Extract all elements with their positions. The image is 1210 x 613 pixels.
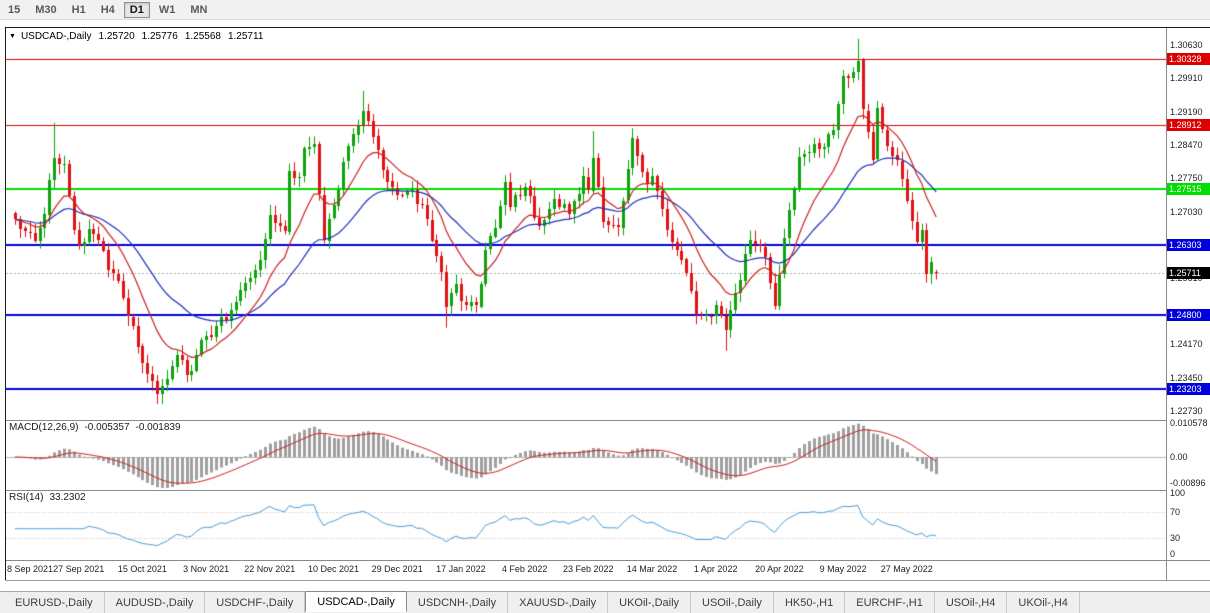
price-axis-tick: 1.29190	[1170, 106, 1203, 117]
rsi-panel-separator[interactable]	[6, 490, 1210, 491]
chart-tab-usoil-h4[interactable]: USOil-,H4	[935, 592, 1008, 613]
macd-main-value: -0.005357	[84, 422, 130, 433]
chart-tab-usdcnh-daily[interactable]: USDCNH-,Daily	[407, 592, 509, 613]
date-axis-label: 17 Jan 2022	[436, 564, 486, 574]
date-axis-label: 27 Sep 2021	[53, 564, 105, 574]
macd-axis-label: -0.00896	[1170, 478, 1206, 488]
price-level-badge: 1.26303	[1167, 239, 1210, 252]
date-axis-label: 1 Apr 2022	[693, 564, 738, 574]
symbol-title: USDCAD-,Daily	[20, 31, 92, 42]
macd-indicator-label: MACD(12,26,9) -0.005357 -0.001839	[9, 422, 181, 433]
rsi-axis-label: 100	[1170, 488, 1186, 498]
period-button-mn[interactable]: MN	[184, 2, 213, 18]
price-chart-canvas[interactable]	[6, 28, 1166, 560]
price-axis-tick: 1.30630	[1170, 39, 1203, 50]
price-axis-tick: 1.27750	[1170, 173, 1203, 184]
date-axis-label: 29 Dec 2021	[371, 564, 423, 574]
chart-tab-xauusd-daily[interactable]: XAUUSD-,Daily	[508, 592, 609, 613]
period-button-15[interactable]: 15	[2, 2, 26, 18]
chart-tabs-bar: EURUSD-,Daily AUDUSD-,Daily USDCHF-,Daily U…	[0, 591, 1210, 613]
period-button-m30[interactable]: M30	[29, 2, 62, 18]
date-axis-label: 20 Apr 2022	[755, 564, 804, 574]
price-level-badge: 1.28912	[1167, 118, 1210, 131]
chart-tab-usdchf-daily[interactable]: USDCHF-,Daily	[205, 592, 306, 613]
chart-tab-ukoil-h4[interactable]: UKOil-,H4	[1007, 592, 1080, 613]
chart-border-top	[5, 27, 1210, 28]
date-axis-label: 23 Feb 2022	[563, 564, 614, 574]
date-axis-label: 9 May 2022	[819, 564, 867, 574]
period-button-d1[interactable]: D1	[123, 1, 150, 18]
ohlc-high: 1.25776	[141, 31, 178, 42]
timeframe-toolbar: 15 M30 H1 H4 D1 W1 MN	[0, 0, 1210, 20]
date-axis-separator	[6, 560, 1210, 561]
macd-axis-label: 0.00	[1170, 452, 1188, 462]
symbol-ohlc-line: ▼ USDCAD-,Daily 1.25720 1.25776 1.25568 …	[9, 31, 263, 42]
macd-signal-value: -0.001839	[135, 422, 181, 433]
price-level-badge: 1.30328	[1167, 52, 1210, 65]
period-button-h1[interactable]: H1	[66, 2, 92, 18]
rsi-indicator-label: RSI(14) 33.2302	[9, 492, 86, 503]
chart-border-left	[5, 27, 6, 581]
period-button-h4[interactable]: H4	[95, 2, 121, 18]
price-axis-separator	[1166, 28, 1167, 580]
price-axis-tick: 1.24170	[1170, 339, 1203, 350]
date-axis-label: 10 Dec 2021	[307, 564, 360, 574]
price-axis-tick: 1.23450	[1170, 372, 1203, 383]
ohlc-low: 1.25568	[184, 31, 221, 42]
date-axis-label: 14 Mar 2022	[626, 564, 678, 574]
chart-tab-ukoil-daily[interactable]: UKOil-,Daily	[608, 592, 692, 613]
price-level-badge: 1.27515	[1167, 183, 1210, 196]
chart-tab-hk50-h1[interactable]: HK50-,H1	[774, 592, 846, 613]
current-price-badge: 1.25711	[1167, 266, 1210, 279]
chart-tab-audusd-daily[interactable]: AUDUSD-,Daily	[105, 592, 206, 613]
chart-tab-usdcad-daily[interactable]: USDCAD-,Daily	[305, 591, 407, 612]
date-axis-label: 3 Nov 2021	[183, 564, 230, 574]
ohlc-close: 1.25711	[227, 31, 264, 42]
rsi-axis-label: 30	[1170, 533, 1181, 544]
date-axis-label: 15 Oct 2021	[117, 564, 167, 574]
chart-border-bottom	[5, 580, 1210, 581]
price-axis-tick: 1.22730	[1170, 406, 1203, 417]
date-axis[interactable]: 8 Sep 2021 27 Sep 2021 15 Oct 2021 3 Nov 20…	[6, 561, 1166, 579]
rsi-axis-label: 70	[1170, 506, 1181, 517]
price-level-badge: 1.23203	[1167, 383, 1210, 396]
rsi-value: 33.2302	[49, 492, 86, 503]
price-axis-tick: 1.29910	[1170, 73, 1203, 84]
price-axis[interactable]: 1.30630 1.29910 1.29190 1.28470 1.27750 1.270…	[1167, 28, 1210, 560]
period-button-w1[interactable]: W1	[153, 2, 182, 18]
macd-title: MACD(12,26,9)	[9, 422, 79, 433]
rsi-title: RSI(14)	[9, 492, 44, 503]
macd-panel-separator[interactable]	[6, 420, 1210, 421]
ohlc-open: 1.25720	[98, 31, 135, 42]
date-axis-label: 22 Nov 2021	[244, 564, 296, 574]
chart-tab-eurchf-h1[interactable]: EURCHF-,H1	[845, 592, 935, 613]
chart-context-marker-icon[interactable]: ▼	[9, 33, 16, 40]
price-axis-tick: 1.27030	[1170, 206, 1203, 217]
rsi-axis-label: 0	[1170, 549, 1176, 559]
price-axis-tick: 1.28470	[1170, 140, 1203, 151]
date-axis-label: 27 May 2022	[880, 564, 933, 574]
date-axis-label: 4 Feb 2022	[501, 564, 548, 574]
macd-axis-label: 0.010578	[1170, 418, 1208, 428]
date-axis-label: 8 Sep 2021	[7, 564, 54, 574]
chart-tab-eurusd-daily[interactable]: EURUSD-,Daily	[4, 592, 105, 613]
price-level-badge: 1.24800	[1167, 309, 1210, 322]
chart-tab-usoil-daily[interactable]: USOil-,Daily	[691, 592, 774, 613]
